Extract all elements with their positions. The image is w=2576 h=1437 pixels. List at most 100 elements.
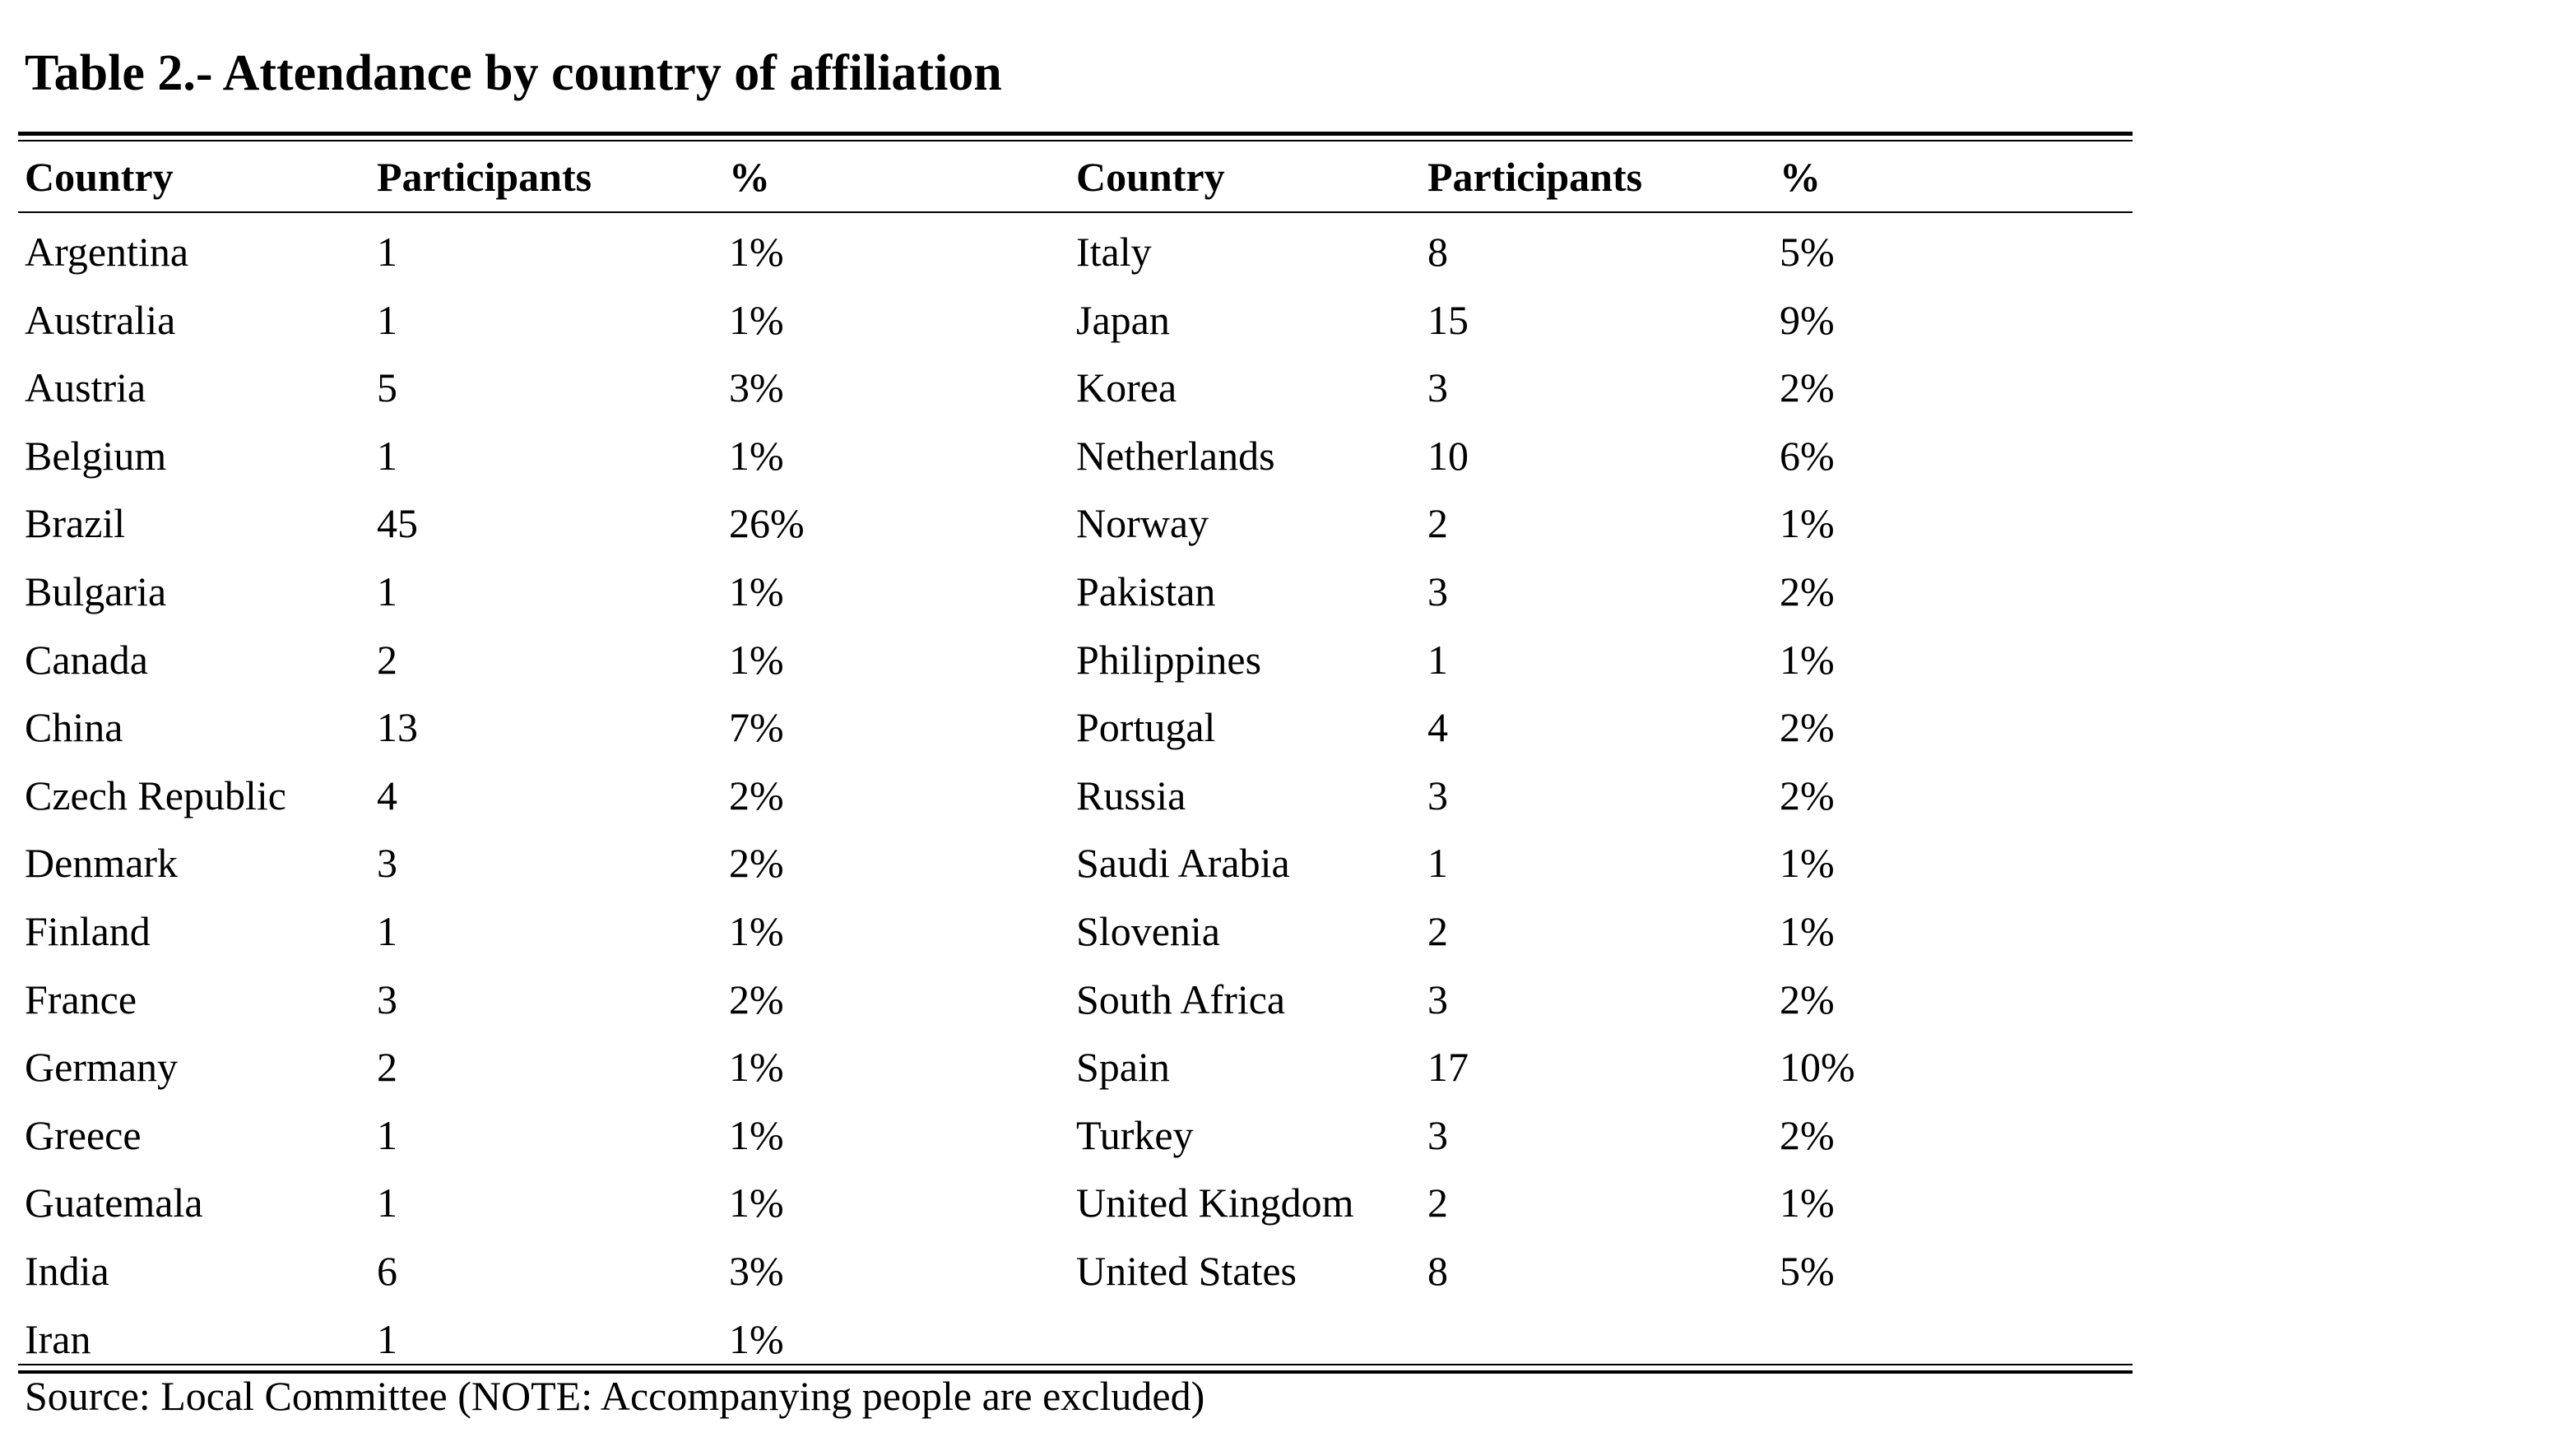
cell-percent-right: 2% [1780, 772, 1835, 818]
cell-percent-right: 1% [1780, 1180, 1835, 1226]
source-note: Source: Local Committee (NOTE: Accompany… [25, 1373, 1205, 1419]
cell-participants-left: 45 [377, 500, 418, 546]
cell-country-right: Pakistan [1076, 568, 1216, 614]
header-percent-left: % [729, 154, 770, 200]
cell-percent-left: 1% [729, 1112, 784, 1158]
bottom-rule-thin [18, 1364, 2133, 1365]
cell-percent-right: 2% [1780, 976, 1835, 1022]
cell-country-left: Greece [25, 1112, 142, 1158]
cell-percent-right: 1% [1780, 840, 1835, 886]
cell-participants-right: 4 [1427, 704, 1448, 750]
cell-percent-left: 1% [729, 433, 784, 479]
cell-participants-right: 3 [1427, 772, 1448, 818]
cell-participants-right: 3 [1427, 976, 1448, 1022]
cell-country-left: Guatemala [25, 1180, 203, 1226]
cell-participants-right: 10 [1427, 433, 1469, 479]
cell-participants-left: 3 [377, 840, 397, 886]
cell-country-left: Austria [25, 364, 146, 410]
cell-percent-left: 1% [729, 1180, 784, 1226]
cell-percent-left: 7% [729, 704, 784, 750]
cell-percent-right: 2% [1780, 1112, 1835, 1158]
header-country-left: Country [25, 154, 174, 200]
header-participants-left: Participants [377, 154, 592, 200]
cell-country-right: Italy [1076, 229, 1152, 275]
cell-participants-right: 2 [1427, 500, 1448, 546]
cell-percent-left: 2% [729, 772, 784, 818]
cell-participants-left: 2 [377, 637, 397, 683]
cell-percent-left: 1% [729, 568, 784, 614]
bottom-rule-thick [18, 1370, 2133, 1374]
cell-country-left: Argentina [25, 229, 189, 275]
header-country-right: Country [1076, 154, 1225, 200]
cell-percent-left: 1% [729, 908, 784, 954]
cell-participants-right: 3 [1427, 568, 1448, 614]
cell-country-right: Turkey [1076, 1112, 1194, 1158]
cell-percent-left: 26% [729, 500, 805, 546]
cell-percent-right: 1% [1780, 500, 1835, 546]
cell-participants-left: 1 [377, 908, 397, 954]
cell-country-right: Portugal [1076, 704, 1216, 750]
cell-country-right: Saudi Arabia [1076, 840, 1290, 886]
cell-participants-left: 3 [377, 976, 397, 1022]
cell-percent-left: 1% [729, 1316, 784, 1362]
cell-participants-right: 1 [1427, 840, 1448, 886]
cell-percent-left: 1% [729, 1044, 784, 1090]
cell-country-right: Korea [1076, 364, 1177, 410]
cell-participants-left: 6 [377, 1248, 397, 1294]
cell-percent-right: 10% [1780, 1044, 1855, 1090]
cell-participants-left: 1 [377, 1112, 397, 1158]
cell-country-left: Denmark [25, 840, 179, 886]
cell-country-left: France [25, 976, 137, 1022]
cell-country-left: Canada [25, 637, 148, 683]
cell-country-left: Iran [25, 1316, 91, 1362]
cell-percent-left: 3% [729, 1248, 784, 1294]
cell-participants-right: 8 [1427, 1248, 1448, 1294]
cell-country-right: Netherlands [1076, 433, 1275, 479]
cell-participants-left: 1 [377, 433, 397, 479]
cell-percent-right: 1% [1780, 637, 1835, 683]
cell-participants-left: 1 [377, 1316, 397, 1362]
cell-participants-right: 17 [1427, 1044, 1469, 1090]
cell-participants-left: 1 [377, 1180, 397, 1226]
cell-participants-left: 4 [377, 772, 397, 818]
cell-percent-left: 2% [729, 840, 784, 886]
cell-participants-right: 3 [1427, 1112, 1448, 1158]
cell-percent-right: 6% [1780, 433, 1835, 479]
cell-percent-right: 2% [1780, 568, 1835, 614]
cell-country-left: Australia [25, 297, 176, 343]
cell-country-right: South Africa [1076, 976, 1286, 1022]
cell-country-left: Belgium [25, 433, 167, 479]
table-title: Table 2.- Attendance by country of affil… [25, 45, 1002, 101]
cell-percent-left: 1% [729, 637, 784, 683]
cell-participants-left: 1 [377, 568, 397, 614]
cell-percent-right: 2% [1780, 364, 1835, 410]
cell-participants-right: 15 [1427, 297, 1469, 343]
cell-country-right: Japan [1076, 297, 1170, 343]
cell-participants-right: 8 [1427, 229, 1448, 275]
cell-percent-right: 9% [1780, 297, 1835, 343]
cell-country-left: Brazil [25, 500, 126, 546]
cell-country-right: Norway [1076, 500, 1209, 546]
cell-participants-left: 2 [377, 1044, 397, 1090]
top-rule-thick [18, 132, 2133, 136]
cell-country-left: India [25, 1248, 109, 1294]
cell-percent-left: 1% [729, 297, 784, 343]
cell-country-right: United Kingdom [1076, 1180, 1354, 1226]
header-participants-right: Participants [1427, 154, 1643, 200]
cell-country-left: China [25, 704, 123, 750]
cell-country-left: Bulgaria [25, 568, 167, 614]
cell-country-right: Philippines [1076, 637, 1262, 683]
header-percent-right: % [1780, 154, 1821, 200]
cell-participants-right: 2 [1427, 1180, 1448, 1226]
cell-participants-right: 1 [1427, 637, 1448, 683]
cell-percent-left: 1% [729, 229, 784, 275]
cell-participants-right: 2 [1427, 908, 1448, 954]
cell-participants-left: 13 [377, 704, 418, 750]
cell-participants-right: 3 [1427, 364, 1448, 410]
cell-percent-right: 5% [1780, 229, 1835, 275]
cell-country-left: Germany [25, 1044, 179, 1090]
cell-country-right: Spain [1076, 1044, 1170, 1090]
cell-country-left: Czech Republic [25, 772, 286, 818]
cell-country-right: United States [1076, 1248, 1297, 1294]
